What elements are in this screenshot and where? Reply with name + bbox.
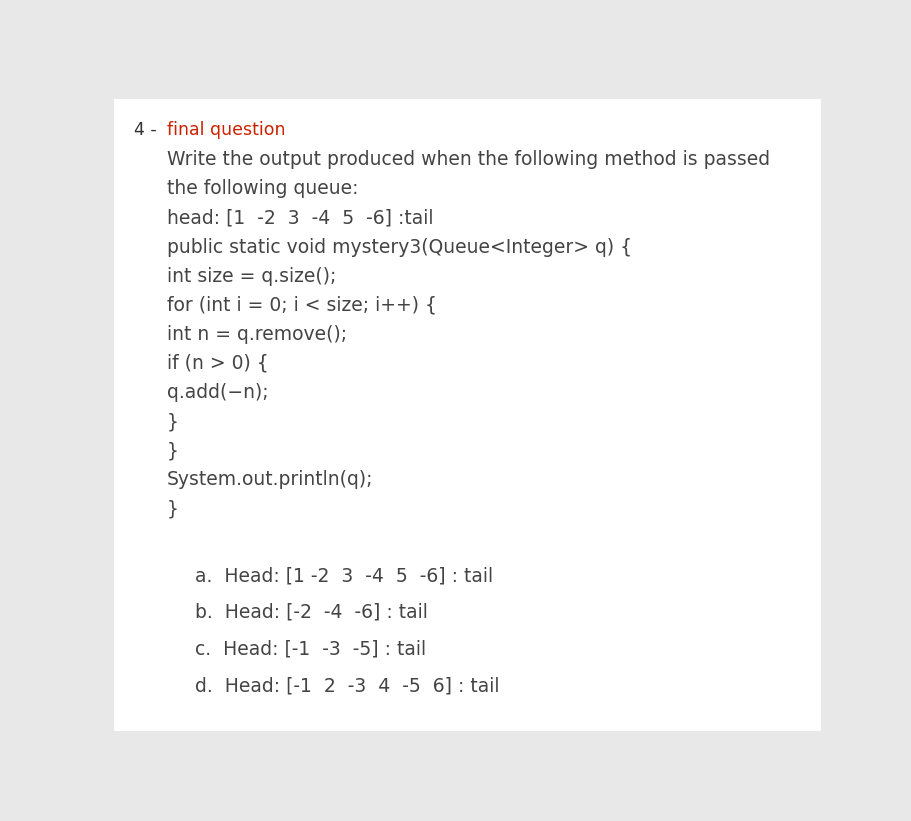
- Text: if (n > 0) {: if (n > 0) {: [167, 354, 269, 373]
- FancyBboxPatch shape: [114, 99, 820, 731]
- Text: the following queue:: the following queue:: [167, 180, 358, 199]
- Text: }: }: [167, 441, 179, 460]
- Text: for (int i = 0; i < size; i++) {: for (int i = 0; i < size; i++) {: [167, 296, 436, 314]
- Text: 4 -: 4 -: [134, 122, 157, 140]
- Text: final question: final question: [167, 122, 285, 140]
- Text: head: [1  -2  3  -4  5  -6] :tail: head: [1 -2 3 -4 5 -6] :tail: [167, 209, 433, 227]
- Text: }: }: [167, 499, 179, 518]
- Text: }: }: [167, 412, 179, 431]
- Text: int size = q.size();: int size = q.size();: [167, 267, 336, 286]
- Text: b.  Head: [-2  -4  -6] : tail: b. Head: [-2 -4 -6] : tail: [195, 603, 427, 622]
- Text: int n = q.remove();: int n = q.remove();: [167, 325, 347, 344]
- Text: a.  Head: [1 -2  3  -4  5  -6] : tail: a. Head: [1 -2 3 -4 5 -6] : tail: [195, 566, 493, 585]
- Text: d.  Head: [-1  2  -3  4  -5  6] : tail: d. Head: [-1 2 -3 4 -5 6] : tail: [195, 677, 499, 695]
- Text: public static void mystery3(Queue<Integer> q) {: public static void mystery3(Queue<Intege…: [167, 237, 631, 257]
- Text: System.out.println(q);: System.out.println(q);: [167, 470, 374, 489]
- Text: q.add(−n);: q.add(−n);: [167, 383, 269, 402]
- Text: Write the output produced when the following method is passed: Write the output produced when the follo…: [167, 150, 769, 169]
- Text: c.  Head: [-1  -3  -5] : tail: c. Head: [-1 -3 -5] : tail: [195, 640, 426, 658]
